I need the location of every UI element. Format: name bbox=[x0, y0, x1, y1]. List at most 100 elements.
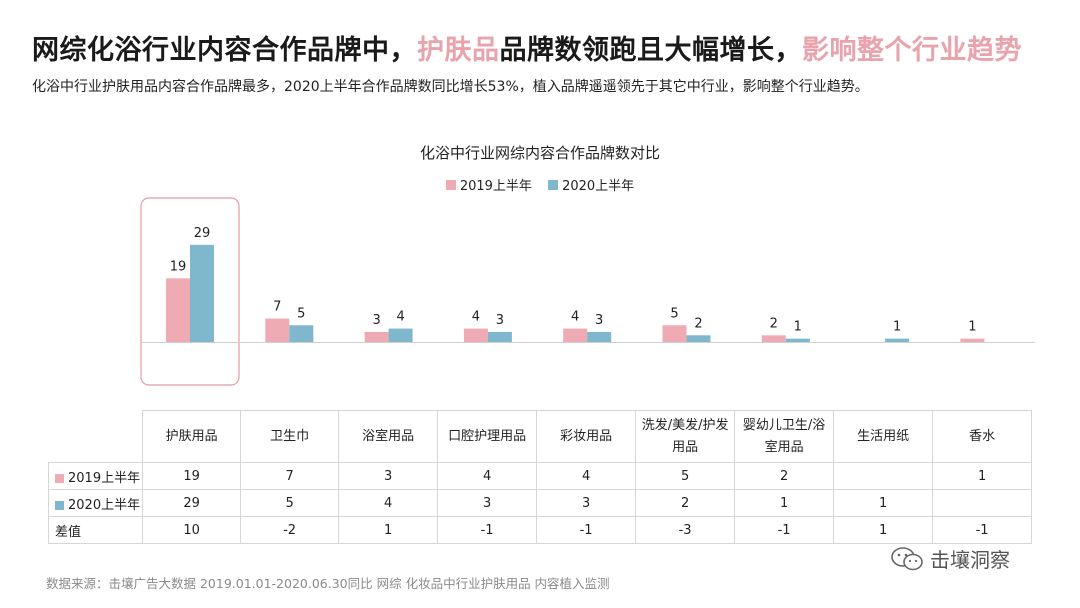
bar-2020-0 bbox=[190, 244, 214, 342]
column-header: 彩妆用品 bbox=[536, 410, 637, 463]
table-cell: -1 bbox=[932, 516, 1033, 544]
bar-2020-7 bbox=[885, 338, 910, 342]
title-part-2: 品牌数领跑且大幅增长， bbox=[499, 35, 802, 66]
table-cell: 19 bbox=[142, 462, 242, 490]
table-cell: 4 bbox=[338, 489, 439, 517]
chart-title: 化浴中行业网综内容合作品牌数对比 bbox=[419, 144, 660, 162]
table-corner-cell bbox=[48, 410, 144, 463]
page-subtitle: 化浴中行业护肤用品内容合作品牌最多，2020上半年合作品牌数同比增长53%，植入… bbox=[32, 79, 869, 95]
bar-2019-3 bbox=[463, 328, 488, 342]
legend-item-2020: 2020上半年 bbox=[548, 175, 634, 194]
bar-2019-8 bbox=[960, 338, 985, 342]
table-cell: 1 bbox=[833, 489, 934, 517]
column-header: 香水 bbox=[932, 410, 1033, 463]
legend-label-2019: 2019上半年 bbox=[459, 179, 532, 194]
table-row: 2019上半年 19 7 3 4 4 5 2 1 bbox=[47, 462, 1033, 490]
legend-label-2020: 2020上半年 bbox=[562, 179, 635, 194]
column-header: 生活用纸 bbox=[833, 410, 934, 463]
table-cell: -1 bbox=[437, 516, 538, 544]
data-label-2019-2: 3 bbox=[372, 313, 380, 328]
brand-name: 击壤洞察 bbox=[930, 548, 1010, 572]
table-cell: 10 bbox=[142, 516, 242, 544]
row-header: 2020上半年 bbox=[47, 489, 144, 517]
table-cell: 3 bbox=[536, 489, 637, 517]
table-cell: -1 bbox=[734, 516, 835, 544]
data-label-2019-5: 5 bbox=[670, 306, 678, 321]
table-cell: 1 bbox=[734, 489, 835, 517]
data-label-2020-3: 3 bbox=[496, 313, 504, 328]
column-header: 浴室用品 bbox=[338, 410, 439, 463]
table-row: 2020上半年 29 5 4 3 3 2 1 1 bbox=[47, 489, 1033, 517]
table-cell: 7 bbox=[240, 462, 340, 490]
bar-2020-2 bbox=[388, 328, 413, 342]
column-header: 卫生巾 bbox=[240, 410, 340, 463]
data-label-2019-0: 19 bbox=[170, 259, 187, 274]
data-label-2019-1: 7 bbox=[273, 300, 281, 315]
source-note: 数据来源：击壤广告大数据 2019.01.01-2020.06.30同比 网综 … bbox=[46, 576, 610, 591]
table-cell: -3 bbox=[635, 516, 736, 544]
column-header: 婴幼儿卫生/浴室用品 bbox=[734, 410, 835, 463]
row-swatch bbox=[55, 473, 64, 483]
table-header-row: 护肤用品 卫生巾 浴室用品 口腔护理用品 彩妆用品 洗发/美发/护发用品 婴幼儿卫生/浴室用… bbox=[48, 410, 1033, 463]
data-label-2019-6: 2 bbox=[770, 316, 778, 331]
bar-2019-1 bbox=[265, 318, 290, 342]
wechat-icon bbox=[891, 546, 923, 570]
highlight-box bbox=[140, 197, 240, 386]
title-highlight-2: 影响整个行业趋势 bbox=[802, 35, 1022, 66]
table-cell: 1 bbox=[338, 516, 439, 544]
table-cell: 3 bbox=[338, 462, 439, 490]
bar-2020-5 bbox=[686, 335, 711, 342]
data-label-2019-3: 4 bbox=[472, 310, 480, 325]
title-part-1: 网综化浴行业内容合作品牌中， bbox=[32, 35, 417, 66]
legend-item-2019: 2019上半年 bbox=[445, 175, 532, 194]
table-cell: -1 bbox=[536, 516, 637, 544]
bar-2019-5 bbox=[662, 325, 687, 342]
table-row: 差值 10 -2 1 -1 -1 -3 -1 1 -1 bbox=[47, 516, 1033, 544]
bar-chart: 19 29 7 5 3 4 4 3 4 3 5 2 2 1 1 1 bbox=[140, 197, 1035, 386]
chart-legend: 2019上半年 2020上半年 bbox=[0, 175, 1080, 194]
data-label-2020-7: 1 bbox=[893, 320, 901, 335]
column-header: 洗发/美发/护发用品 bbox=[635, 410, 736, 463]
legend-swatch-2020 bbox=[548, 179, 559, 190]
table-cell: 5 bbox=[635, 462, 736, 490]
title-highlight-1: 护肤品 bbox=[417, 35, 500, 66]
table-cell: 1 bbox=[833, 516, 934, 544]
column-header: 口腔护理用品 bbox=[437, 410, 538, 463]
table-cell: 3 bbox=[437, 489, 538, 517]
column-header: 护肤用品 bbox=[142, 410, 242, 463]
data-label-2020-6: 1 bbox=[794, 320, 802, 335]
data-label-2020-1: 5 bbox=[297, 306, 305, 321]
table-cell: 4 bbox=[536, 462, 637, 490]
row-label: 差值 bbox=[55, 524, 82, 540]
bar-2020-4 bbox=[587, 331, 612, 342]
data-label-2020-4: 3 bbox=[595, 313, 603, 328]
brand-watermark: 击壤洞察 bbox=[890, 544, 1010, 573]
row-header: 2019上半年 bbox=[47, 462, 144, 490]
table-cell: -2 bbox=[240, 516, 340, 544]
bar-2020-1 bbox=[289, 325, 314, 342]
data-label-2020-2: 4 bbox=[396, 310, 404, 325]
row-header: 差值 bbox=[47, 516, 144, 544]
row-label: 2019上半年 bbox=[68, 470, 141, 486]
data-label-2020-5: 2 bbox=[694, 316, 702, 331]
table-cell: 4 bbox=[437, 462, 538, 490]
data-label-2019-8: 1 bbox=[968, 320, 976, 335]
bar-2019-6 bbox=[761, 335, 786, 342]
legend-swatch-2019 bbox=[445, 179, 456, 190]
bar-2020-6 bbox=[785, 338, 810, 342]
row-label: 2020上半年 bbox=[68, 497, 141, 513]
data-label-2019-4: 4 bbox=[571, 310, 579, 325]
row-swatch bbox=[55, 500, 64, 510]
bar-2019-4 bbox=[563, 328, 588, 342]
table-cell: 29 bbox=[142, 489, 242, 517]
bar-2019-0 bbox=[166, 278, 190, 342]
data-table: 护肤用品 卫生巾 浴室用品 口腔护理用品 彩妆用品 洗发/美发/护发用品 婴幼儿卫生/浴室用… bbox=[47, 410, 1033, 544]
data-label-2020-0: 29 bbox=[194, 226, 211, 241]
table-cell bbox=[932, 489, 1033, 517]
bar-2020-3 bbox=[487, 331, 512, 342]
table-cell: 1 bbox=[932, 462, 1033, 490]
table-cell bbox=[833, 462, 934, 490]
page-title: 网综化浴行业内容合作品牌中，护肤品品牌数领跑且大幅增长，影响整个行业趋势 bbox=[32, 28, 1022, 67]
table-cell: 5 bbox=[240, 489, 340, 517]
bar-2019-2 bbox=[364, 331, 389, 342]
